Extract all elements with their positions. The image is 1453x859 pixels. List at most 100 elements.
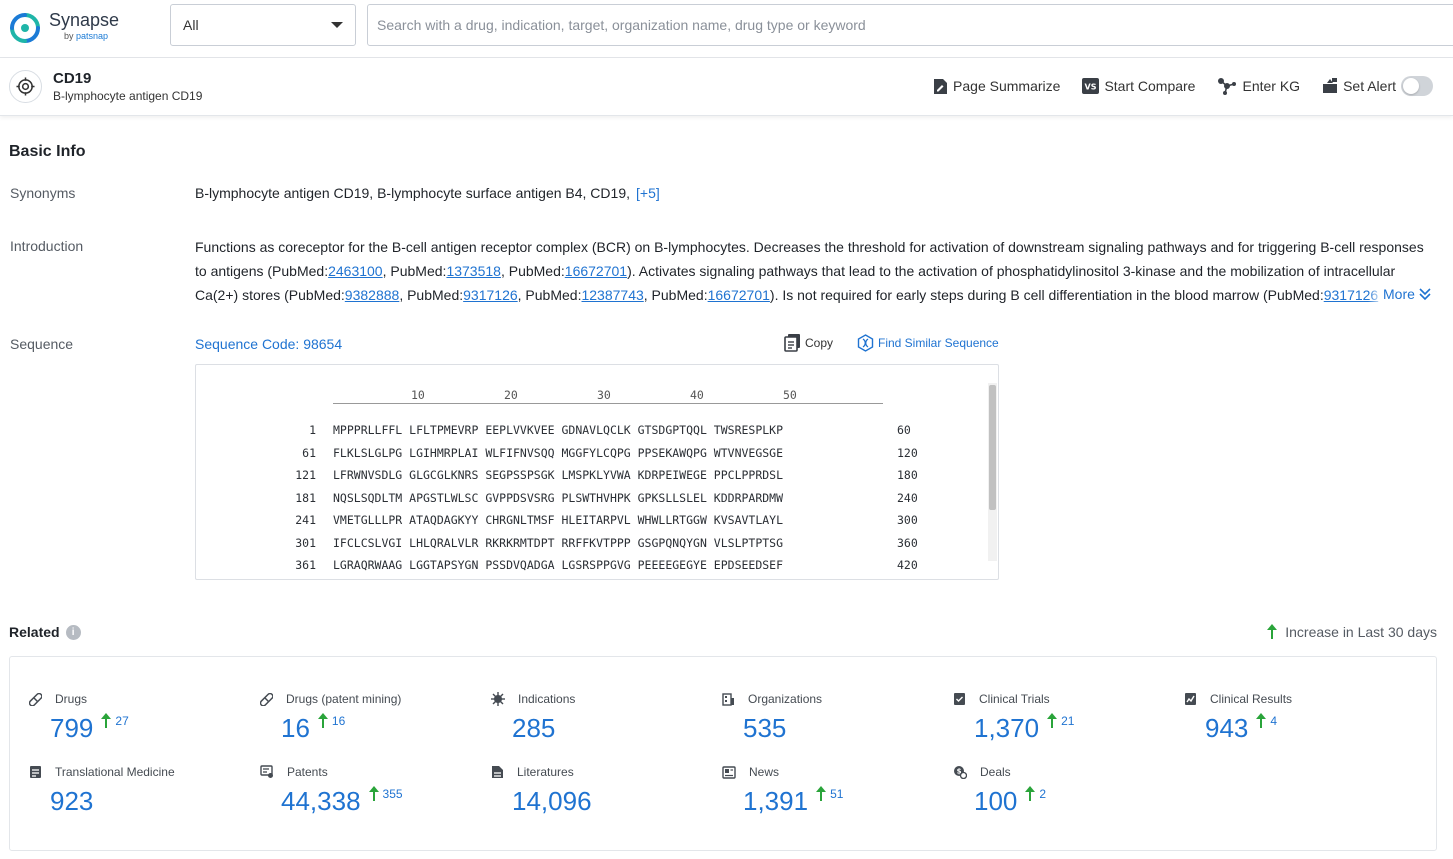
pubmed-link[interactable]: 9382888 bbox=[344, 287, 400, 303]
pubmed-link[interactable]: 16672701 bbox=[707, 287, 770, 303]
stat-increase: 51 bbox=[816, 786, 843, 802]
pubmed-link[interactable]: 9317126 bbox=[1323, 287, 1379, 303]
stat-count[interactable]: 535 bbox=[743, 713, 787, 743]
related-title-text: Related bbox=[9, 624, 60, 640]
copy-button[interactable]: Copy bbox=[784, 334, 833, 352]
stat-increase: 4 bbox=[1256, 713, 1277, 729]
pubmed-link[interactable]: 12387743 bbox=[581, 287, 644, 303]
stat-count[interactable]: 943 bbox=[1205, 713, 1249, 743]
stat-label-text: Deals bbox=[980, 765, 1011, 779]
pubmed-link[interactable]: 16672701 bbox=[564, 263, 628, 279]
synonyms-more-link[interactable]: [+5] bbox=[636, 185, 660, 201]
sequence-start-index: 61 bbox=[302, 445, 316, 460]
stat-count[interactable]: 1,370 bbox=[974, 713, 1040, 743]
top-bar: Synapse by patsnap All bbox=[0, 0, 1453, 58]
related-stat-clinical-trials[interactable]: Clinical Trials 1,370 21 bbox=[953, 691, 1173, 743]
related-stat-drugs[interactable]: Drugs 799 27 bbox=[29, 691, 249, 743]
ruler-tick: 20 bbox=[504, 388, 518, 402]
intro-more-button[interactable]: More bbox=[1368, 283, 1438, 305]
stat-count[interactable]: 923 bbox=[50, 786, 94, 816]
svg-text:VS: VS bbox=[1085, 83, 1097, 92]
arrow-up-icon bbox=[1267, 624, 1278, 640]
graph-icon bbox=[1218, 78, 1237, 95]
sequence-residues: VMETGLLLPR ATAQDAGKYY CHRGNLTMSF HLEITAR… bbox=[333, 513, 784, 527]
stat-increase-count: 21 bbox=[1061, 714, 1075, 728]
alert-toggle[interactable] bbox=[1401, 76, 1433, 96]
literature-icon bbox=[491, 765, 510, 779]
pubmed-link[interactable]: 9317126 bbox=[463, 287, 518, 303]
search-scope-select[interactable]: All bbox=[170, 4, 356, 46]
find-similar-sequence-button[interactable]: Find Similar Sequence bbox=[857, 334, 999, 352]
set-alert-button[interactable]: Set Alert bbox=[1322, 76, 1433, 96]
stat-label-text: Organizations bbox=[748, 692, 823, 706]
stat-count[interactable]: 100 bbox=[974, 786, 1018, 816]
synonyms-text: B-lymphocyte antigen CD19, B-lymphocyte … bbox=[195, 185, 630, 201]
brand-name: Synapse bbox=[49, 10, 120, 30]
copy-icon bbox=[784, 334, 800, 352]
pubmed-link[interactable]: 2463100 bbox=[328, 263, 383, 279]
related-stat-drugs-patent-mining[interactable]: Drugs (patent mining) 16 16 bbox=[260, 691, 480, 743]
sequence-scrollbar[interactable] bbox=[988, 383, 997, 561]
stat-value-row: 44,338 355 bbox=[260, 786, 480, 816]
page-summarize-button[interactable]: Page Summarize bbox=[933, 78, 1060, 95]
related-stat-news[interactable]: News 1,391 51 bbox=[722, 764, 942, 816]
stat-value-row: 923 bbox=[29, 786, 249, 816]
sequence-residues: FLKLSLGLPG LGIHMRPLAI WLFIFNVSQQ MGGFYLC… bbox=[333, 445, 784, 460]
sequence-label: Sequence bbox=[10, 336, 74, 352]
double-chevron-down-icon bbox=[1419, 288, 1431, 301]
related-stat-deals[interactable]: $ Deals 100 2 bbox=[953, 764, 1173, 816]
related-stat-clinical-results[interactable]: Clinical Results 943 4 bbox=[1184, 691, 1404, 743]
sequence-end-index: 60 bbox=[897, 423, 911, 437]
arrow-up-icon bbox=[816, 786, 827, 802]
sequence-start-index: 241 bbox=[295, 513, 316, 527]
page-summarize-label: Page Summarize bbox=[953, 78, 1061, 94]
info-icon[interactable]: i bbox=[65, 624, 81, 640]
stat-increase: 2 bbox=[1025, 786, 1046, 802]
stat-label-text: Drugs bbox=[55, 692, 88, 706]
synonyms-value: B-lymphocyte antigen CD19, B-lymphocyte … bbox=[195, 185, 660, 201]
synapse-logo[interactable]: Synapse by patsnap bbox=[9, 8, 149, 48]
related-stat-patents[interactable]: Patents 44,338 355 bbox=[260, 764, 480, 816]
related-stat-indications[interactable]: Indications 285 bbox=[491, 691, 711, 743]
enter-kg-label: Enter KG bbox=[1242, 78, 1301, 94]
pubmed-link[interactable]: 1373518 bbox=[446, 263, 501, 279]
sequence-start-index: 121 bbox=[295, 468, 316, 482]
introduction-text: Functions as coreceptor for the B-cell a… bbox=[195, 239, 1424, 303]
sequence-start-index: 181 bbox=[295, 490, 316, 505]
stat-count[interactable]: 285 bbox=[512, 713, 556, 743]
deal-icon: $ bbox=[953, 765, 973, 779]
stat-increase: 21 bbox=[1047, 713, 1074, 729]
related-stat-organizations[interactable]: Organizations 535 bbox=[722, 691, 942, 743]
sequence-residues: NQSLSQDLTM APGSTLWLSC GVPPDSVSRG PLSWTHV… bbox=[333, 490, 784, 505]
stat-count[interactable]: 16 bbox=[281, 713, 310, 743]
arrow-up-icon bbox=[317, 713, 328, 729]
arrow-up-icon bbox=[101, 713, 112, 729]
stat-increase-count: 4 bbox=[1270, 714, 1278, 728]
arrow-up-icon bbox=[1025, 786, 1036, 802]
sequence-viewer[interactable]: 10 20 30 40 50 1 MPPPRLLFFL LFLTPMEVRP EE… bbox=[195, 364, 999, 580]
related-stat-translational-medicine[interactable]: Translational Medicine 923 bbox=[29, 764, 249, 816]
dna-search-icon bbox=[857, 334, 874, 352]
sequence-code-link[interactable]: Sequence Code: 98654 bbox=[195, 336, 343, 352]
stat-count[interactable]: 44,338 bbox=[281, 786, 361, 816]
stat-count[interactable]: 1,391 bbox=[743, 786, 809, 816]
chart-doc-icon bbox=[1184, 692, 1203, 706]
enter-kg-button[interactable]: Enter KG bbox=[1217, 77, 1300, 95]
sequence-residues: IFCLCSLVGI LHLQRALVLR RKRKRMTDPT RRFFKVT… bbox=[333, 535, 784, 550]
stat-label: Drugs bbox=[29, 691, 249, 707]
sequence-residues: LFRWNVSDLG GLGCGLKNRS SEGPSSPSGK LMSPKLY… bbox=[333, 468, 784, 482]
ruler-tick: 40 bbox=[690, 388, 704, 402]
search-input[interactable] bbox=[367, 4, 1453, 46]
stat-label-text: Literatures bbox=[517, 765, 574, 779]
related-stat-literatures[interactable]: Literatures 14,096 bbox=[491, 764, 711, 816]
introduction-label: Introduction bbox=[10, 238, 84, 254]
scrollbar-thumb[interactable] bbox=[989, 385, 996, 510]
sequence-residues: LGRAQRWAAG LGGTAPSYGN PSSDVQADGA LGSRSPP… bbox=[333, 558, 784, 572]
stat-count[interactable]: 799 bbox=[50, 713, 94, 743]
stat-label-text: News bbox=[749, 765, 780, 779]
stat-label: News bbox=[722, 764, 942, 780]
stat-label-text: Translational Medicine bbox=[55, 765, 175, 779]
start-compare-button[interactable]: VS Start Compare bbox=[1082, 78, 1195, 94]
intro-more-label: More bbox=[1383, 286, 1415, 302]
stat-count[interactable]: 14,096 bbox=[512, 786, 592, 816]
